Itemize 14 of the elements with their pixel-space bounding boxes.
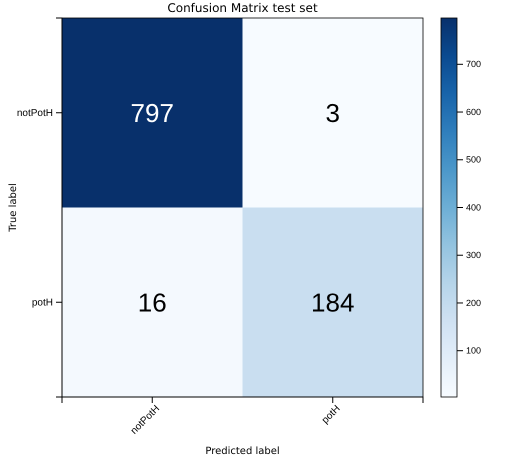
color-bar-label: 500: [466, 154, 482, 165]
color-bar-label: 200: [466, 298, 482, 308]
data-label: 3: [326, 98, 340, 128]
x-axis-title: Predicted label: [205, 446, 280, 457]
color-bar-label: 400: [466, 202, 482, 212]
data-label: 184: [311, 287, 354, 318]
color-bar-label: 600: [466, 106, 482, 117]
color-bar-label: 100: [466, 346, 482, 356]
y-axis-title: True label: [8, 183, 19, 233]
color-bar-label: 700: [466, 59, 482, 70]
color-bar-label: 300: [466, 250, 482, 260]
data-label: 797: [130, 98, 174, 128]
chart-title: Confusion Matrix test set: [167, 1, 318, 15]
data-label: 16: [138, 287, 167, 318]
